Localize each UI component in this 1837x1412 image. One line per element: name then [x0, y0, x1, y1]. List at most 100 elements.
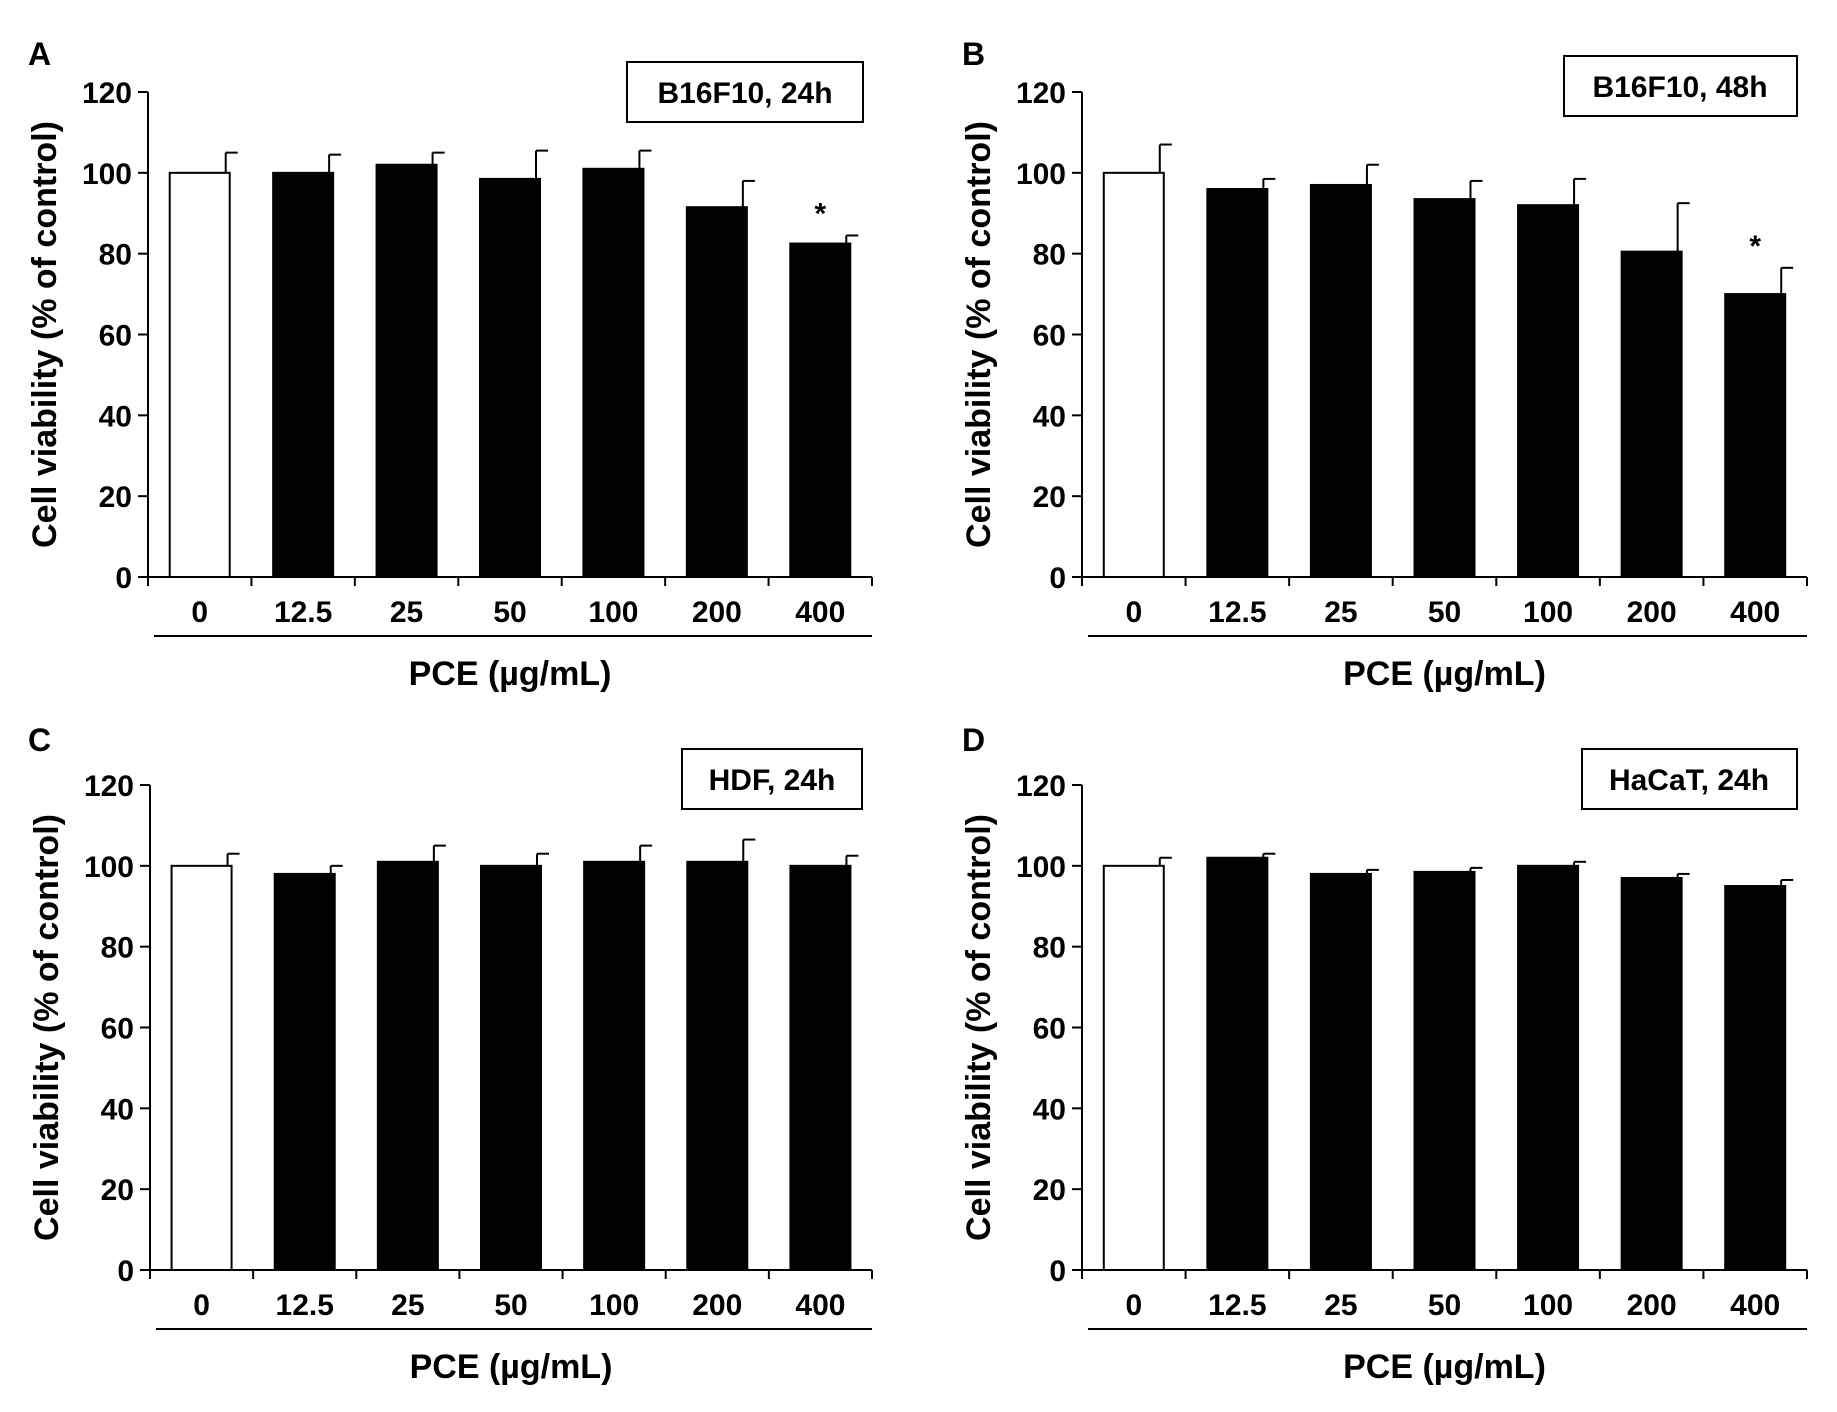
y-axis-label: Cell viability (% of control) — [26, 121, 64, 548]
y-tick-label: 80 — [101, 932, 134, 965]
y-tick-label: 40 — [1033, 1093, 1066, 1126]
y-tick-label: 60 — [101, 1013, 134, 1046]
x-tick-label: 25 — [1324, 1289, 1357, 1322]
y-tick-label: 120 — [82, 77, 132, 110]
x-tick-label: 25 — [1324, 596, 1357, 629]
significance-marker: * — [1749, 230, 1761, 263]
y-tick-label: 40 — [101, 1093, 134, 1126]
bar — [1309, 183, 1372, 578]
bar — [168, 171, 231, 578]
x-tick-label: 12.5 — [1208, 596, 1266, 629]
panel-letter: C — [28, 722, 51, 758]
bar — [1413, 198, 1476, 579]
y-tick-label: 120 — [1016, 77, 1066, 110]
x-tick-label: 200 — [692, 1289, 742, 1322]
bar — [1413, 870, 1476, 1271]
x-tick-label: 50 — [493, 596, 526, 629]
y-tick-label: 0 — [115, 562, 132, 595]
bar — [273, 872, 336, 1272]
x-axis-label: PCE (µg/mL) — [410, 1348, 613, 1386]
x-axis-label: PCE (µg/mL) — [1343, 1348, 1546, 1386]
x-tick-label: 0 — [193, 1289, 210, 1322]
bar — [1102, 171, 1165, 578]
bar — [1206, 188, 1269, 578]
y-tick-label: 60 — [1033, 320, 1066, 353]
y-tick-label: 20 — [1033, 1174, 1066, 1207]
bar — [789, 864, 852, 1271]
x-tick-label: 400 — [795, 1289, 845, 1322]
bar — [1620, 250, 1683, 578]
x-tick-label: 12.5 — [1208, 1289, 1266, 1322]
x-tick-label: 25 — [390, 596, 423, 629]
bar — [272, 171, 335, 578]
title-box — [1581, 748, 1798, 810]
bar — [1724, 885, 1787, 1272]
panel-letter: A — [28, 36, 51, 72]
bar — [1206, 856, 1269, 1271]
y-tick-label: 100 — [1016, 851, 1066, 884]
y-tick-label: 80 — [1033, 239, 1066, 272]
y-tick-label: 0 — [1049, 562, 1066, 595]
y-tick-label: 20 — [99, 481, 132, 514]
x-tick-label: 12.5 — [274, 596, 332, 629]
x-tick-label: 200 — [1627, 1289, 1677, 1322]
x-tick-label: 50 — [1428, 596, 1461, 629]
bar — [685, 206, 748, 578]
bar — [375, 163, 438, 578]
chart-title: B16F10, 48h — [1592, 71, 1767, 104]
x-tick-label: 100 — [588, 596, 638, 629]
title-box — [681, 748, 863, 810]
panel-letter: B — [962, 36, 985, 72]
x-tick-label: 100 — [589, 1289, 639, 1322]
y-tick-label: 20 — [1033, 481, 1066, 514]
x-tick-label: 50 — [494, 1289, 527, 1322]
bar — [170, 864, 233, 1271]
x-tick-label: 200 — [1627, 596, 1677, 629]
y-axis-label: Cell viability (% of control) — [28, 814, 66, 1241]
bar — [479, 177, 541, 578]
x-tick-label: 0 — [191, 596, 208, 629]
x-axis-label: PCE (µg/mL) — [409, 655, 612, 693]
y-tick-label: 100 — [84, 851, 134, 884]
y-tick-label: 120 — [1016, 770, 1066, 803]
bar — [582, 167, 645, 579]
x-tick-label: 100 — [1523, 1289, 1573, 1322]
title-box — [1563, 55, 1798, 117]
x-tick-label: 0 — [1125, 596, 1142, 629]
x-tick-label: 0 — [1125, 1289, 1142, 1322]
y-tick-label: 0 — [117, 1255, 134, 1288]
bar — [1309, 872, 1372, 1272]
y-tick-label: 80 — [1033, 932, 1066, 965]
y-tick-label: 20 — [101, 1174, 134, 1207]
chart-panel-d: D 0 20 40 60 80 100 120 Cell viability (% of con… — [960, 722, 1808, 1386]
panel-letter: D — [962, 722, 985, 758]
x-tick-label: 400 — [795, 596, 845, 629]
chart-panel-a: A 0 20 40 60 80 100 120 Cell viability (% of con… — [26, 36, 873, 693]
title-box — [626, 61, 864, 123]
chart-panel-c: C 0 20 40 60 80 100 120 Cell viability (% of con… — [28, 722, 873, 1386]
y-tick-label: 0 — [1049, 1255, 1066, 1288]
chart-title: HDF, 24h — [709, 764, 836, 797]
bar — [789, 242, 852, 578]
x-tick-label: 400 — [1730, 596, 1780, 629]
x-tick-label: 50 — [1428, 1289, 1461, 1322]
bar — [1517, 864, 1580, 1271]
y-tick-label: 60 — [1033, 1013, 1066, 1046]
y-tick-label: 40 — [99, 400, 132, 433]
y-axis-label: Cell viability (% of control) — [960, 814, 998, 1241]
bar — [1517, 204, 1580, 579]
bar — [1620, 876, 1683, 1271]
y-tick-label: 40 — [1033, 400, 1066, 433]
chart-title: HaCaT, 24h — [1609, 764, 1769, 797]
bar — [686, 860, 749, 1272]
significance-marker: * — [814, 197, 826, 230]
y-axis-label: Cell viability (% of control) — [960, 121, 998, 548]
y-tick-label: 120 — [84, 770, 134, 803]
x-tick-label: 25 — [391, 1289, 424, 1322]
x-tick-label: 100 — [1523, 596, 1573, 629]
bar — [480, 864, 542, 1271]
x-axis-label: PCE (µg/mL) — [1343, 655, 1546, 693]
bar — [583, 860, 646, 1272]
x-tick-label: 200 — [692, 596, 742, 629]
